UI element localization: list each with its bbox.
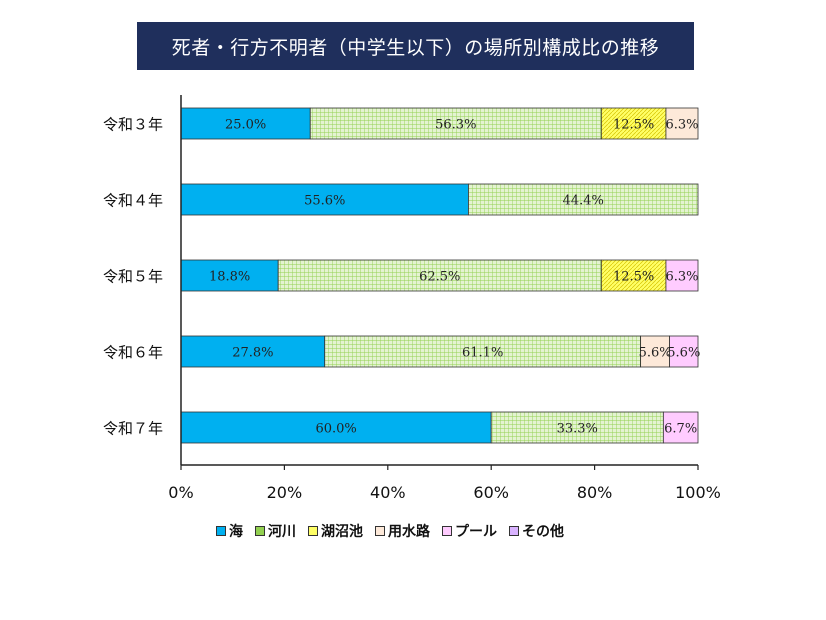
legend-label: 海	[229, 524, 243, 540]
x-tick-label: 100%	[675, 483, 721, 502]
category-label: 令和５年	[103, 268, 163, 286]
legend: 海 河川 湖沼池 用水路 プール その他	[216, 521, 564, 541]
legend-item: 海	[216, 521, 243, 541]
legend-item: その他	[509, 521, 564, 541]
data-label: 60.0%	[315, 422, 356, 437]
bar-segment	[669, 335, 699, 368]
bar-segment	[468, 183, 699, 216]
x-tick-label: 0%	[168, 483, 193, 502]
bar-segment	[665, 107, 699, 140]
bar-segment	[490, 411, 664, 444]
data-label: 56.3%	[435, 118, 476, 133]
data-label: 6.3%	[665, 118, 698, 133]
legend-swatch	[216, 526, 226, 536]
data-label: 25.0%	[225, 118, 266, 133]
bar-segment	[662, 411, 699, 444]
data-label: 44.4%	[563, 194, 604, 209]
x-tick-label: 20%	[267, 483, 303, 502]
data-label: 61.1%	[462, 346, 503, 361]
legend-label: プール	[455, 524, 497, 540]
data-label: 18.8%	[209, 270, 250, 285]
data-label: 33.3%	[557, 422, 598, 437]
bar-segment	[665, 259, 699, 292]
legend-item: プール	[442, 521, 497, 541]
bar-segment	[600, 259, 667, 292]
data-label: 6.7%	[664, 422, 697, 437]
x-tick-label: 40%	[370, 483, 406, 502]
x-tick-label: 60%	[473, 483, 509, 502]
data-label: 12.5%	[613, 118, 654, 133]
legend-label: その他	[522, 524, 564, 540]
bar-segment	[640, 335, 670, 368]
x-tick-label: 80%	[577, 483, 613, 502]
legend-label: 湖沼池	[321, 524, 363, 540]
legend-label: 河川	[268, 524, 296, 540]
bar-segment	[180, 335, 326, 368]
data-label: 27.8%	[232, 346, 273, 361]
data-label: 5.6%	[639, 346, 672, 361]
legend-swatch	[375, 526, 385, 536]
chart-title: 死者・行方不明者（中学生以下）の場所別構成比の推移	[137, 22, 694, 70]
category-label: 令和４年	[103, 192, 163, 210]
category-label: 令和７年	[103, 420, 163, 438]
bar-segment	[180, 411, 492, 444]
bar-segment	[180, 107, 311, 140]
legend-swatch	[308, 526, 318, 536]
bar-segment	[324, 335, 642, 368]
legend-label: 用水路	[388, 524, 430, 540]
legend-item: 河川	[255, 521, 296, 541]
legend-swatch	[442, 526, 452, 536]
bar-segment	[277, 259, 602, 292]
data-label: 62.5%	[419, 270, 460, 285]
legend-swatch	[255, 526, 265, 536]
data-label: 5.6%	[667, 346, 700, 361]
data-label: 12.5%	[613, 270, 654, 285]
category-label: 令和３年	[103, 116, 163, 134]
legend-item: 湖沼池	[308, 521, 363, 541]
legend-item: 用水路	[375, 521, 430, 541]
category-label: 令和６年	[103, 344, 163, 362]
bar-segment	[309, 107, 602, 140]
legend-swatch	[509, 526, 519, 536]
data-label: 55.6%	[304, 194, 345, 209]
data-label: 6.3%	[665, 270, 698, 285]
